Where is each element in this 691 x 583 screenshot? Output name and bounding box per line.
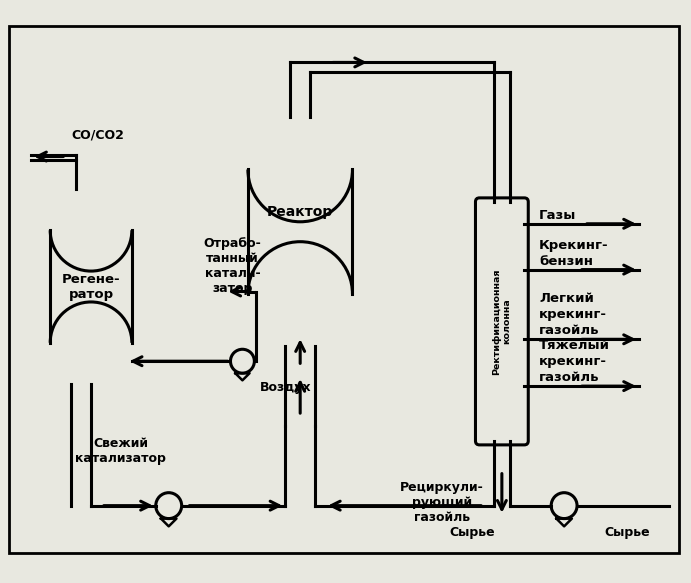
Text: Крекинг-
бензин: Крекинг- бензин <box>539 238 609 268</box>
Text: Воздух: Воздух <box>261 381 312 394</box>
Text: Сырье: Сырье <box>449 525 495 539</box>
Text: Свежий
катализатор: Свежий катализатор <box>75 437 167 465</box>
Text: Тяжелый
крекинг-
газойль: Тяжелый крекинг- газойль <box>539 339 610 384</box>
Text: Ректификационная
колонна: Ректификационная колонна <box>492 268 511 375</box>
Text: Газы: Газы <box>539 209 576 222</box>
Text: Реактор: Реактор <box>267 205 333 219</box>
Text: Легкий
крекинг-
газойль: Легкий крекинг- газойль <box>539 292 607 338</box>
Text: Рециркули-
рующий
газойль: Рециркули- рующий газойль <box>400 481 484 524</box>
Text: Отрабо-
танный
катали-
затор: Отрабо- танный катали- затор <box>204 237 261 295</box>
Text: CO/CO2: CO/CO2 <box>71 128 124 141</box>
Text: Сырье: Сырье <box>604 525 650 539</box>
Text: Регене-
ратор: Регене- ратор <box>61 272 120 300</box>
